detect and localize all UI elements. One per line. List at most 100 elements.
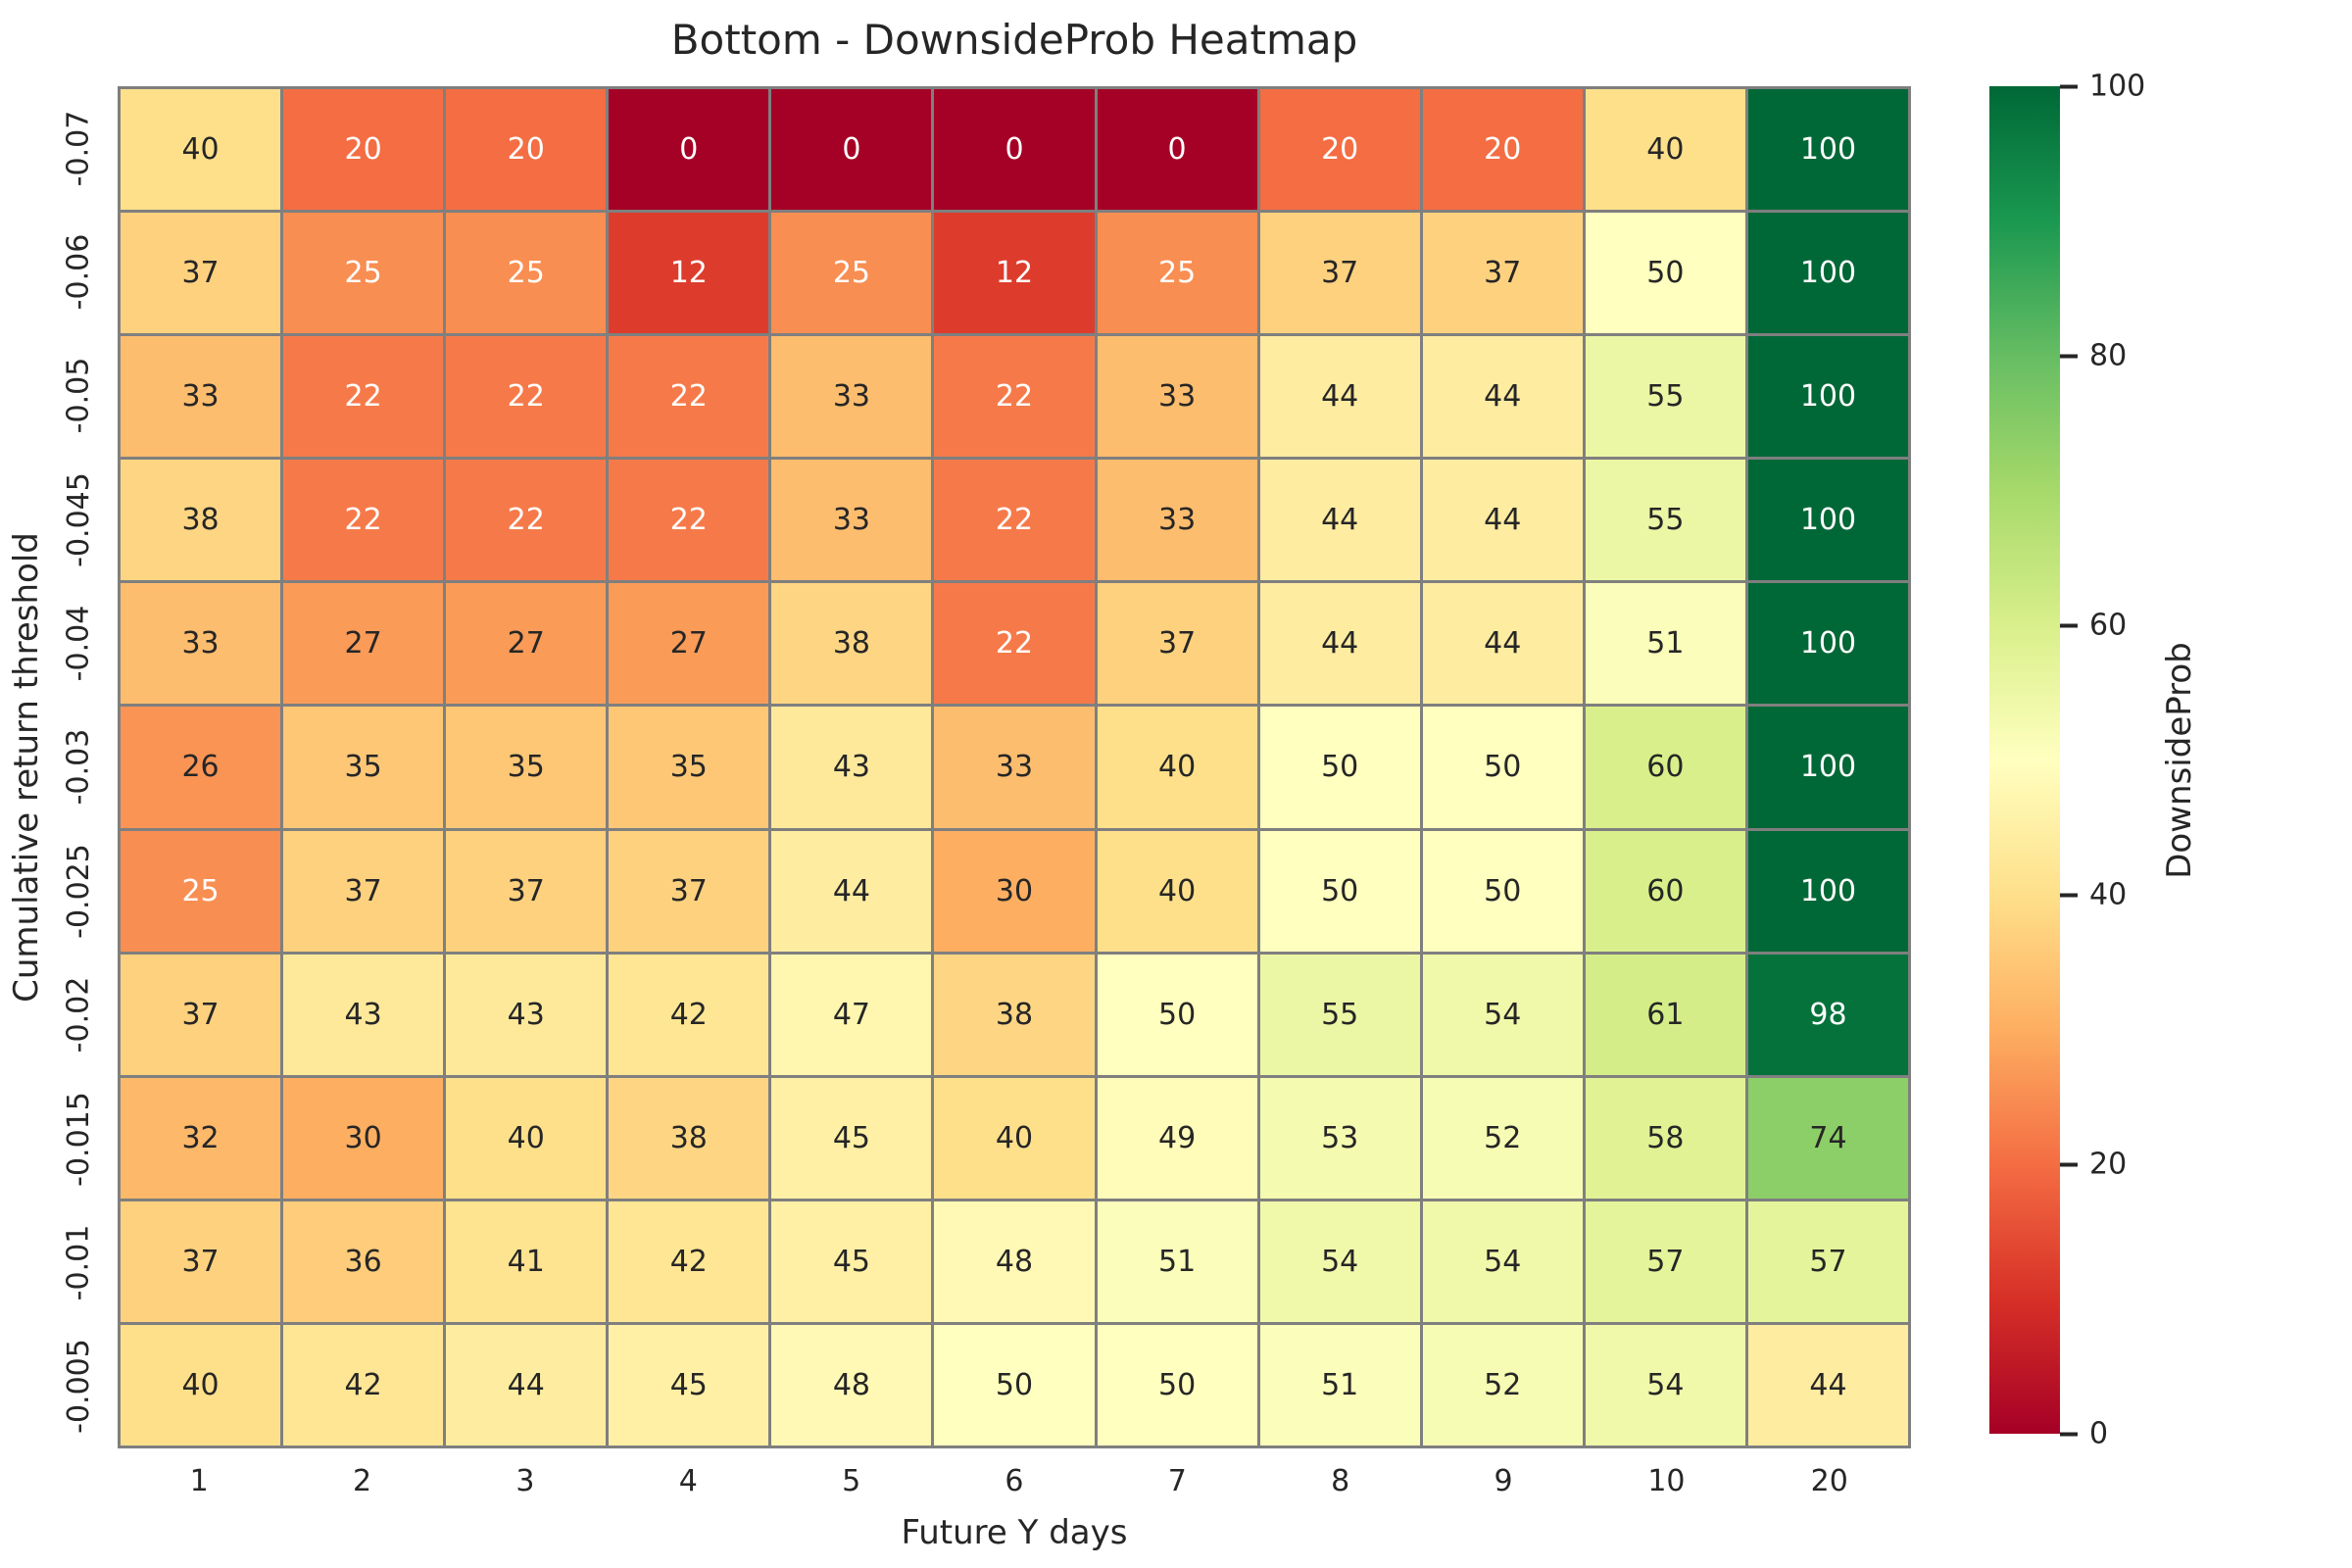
heatmap-cell: 37 [283, 830, 444, 952]
heatmap-cell: 20 [1259, 89, 1420, 211]
heatmap-cell: 25 [283, 213, 444, 334]
x-tick-label: 3 [515, 1464, 535, 1498]
heatmap-cell: 33 [1097, 460, 1257, 581]
heatmap-cell: 50 [1422, 830, 1583, 952]
heatmap-cell: 27 [283, 583, 444, 705]
heatmap-cell: 22 [934, 336, 1095, 458]
colorbar-tick-label: 0 [2089, 1416, 2109, 1451]
colorbar-tick: 0 [2060, 1417, 2108, 1451]
heatmap-cell: 0 [609, 89, 769, 211]
x-tick-label: 5 [842, 1464, 861, 1498]
heatmap-cell: 60 [1585, 830, 1745, 952]
heatmap-cell: 25 [771, 213, 932, 334]
colorbar-tick-label: 40 [2089, 877, 2128, 912]
heatmap-cell: 100 [1747, 213, 1908, 334]
colorbar-label: DownsideProb [2152, 86, 2207, 1434]
colorbar-ticks: 100 80 60 40 20 0 [2060, 70, 2178, 1451]
heatmap-cell: 36 [283, 1200, 444, 1322]
heatmap-cell: 50 [1585, 213, 1745, 334]
colorbar-tick-mark [2060, 84, 2078, 88]
heatmap-cell: 100 [1747, 830, 1908, 952]
heatmap-cell: 25 [446, 213, 607, 334]
colorbar-gradient [1989, 86, 2060, 1434]
heatmap-cell: 55 [1585, 460, 1745, 581]
heatmap-grid: 40 20 20 0 0 0 0 20 20 40 100 37 25 25 12 25 12 25 37 37 50 1… [118, 86, 1911, 1448]
heatmap-cell: 43 [771, 707, 932, 828]
heatmap-cell: 42 [283, 1324, 444, 1446]
heatmap-cell: 38 [934, 954, 1095, 1075]
colorbar-tick-label: 60 [2089, 608, 2128, 643]
heatmap-cell: 20 [1422, 89, 1583, 211]
heatmap-cell: 44 [1747, 1324, 1908, 1446]
heatmap-cell: 33 [1097, 336, 1257, 458]
heatmap-cell: 42 [609, 954, 769, 1075]
heatmap-cell: 51 [1097, 1200, 1257, 1322]
heatmap-cell: 22 [446, 336, 607, 458]
colorbar-tick: 60 [2060, 609, 2127, 643]
y-tick-label: -0.02 [61, 976, 96, 1054]
heatmap-cell: 22 [934, 460, 1095, 581]
x-tick-label: 6 [1004, 1464, 1024, 1498]
y-tick-label: -0.05 [61, 358, 96, 434]
y-tick-label: -0.005 [61, 1339, 96, 1435]
heatmap-cell: 35 [446, 707, 607, 828]
heatmap-cell: 60 [1585, 707, 1745, 828]
heatmap-cell: 58 [1585, 1077, 1745, 1199]
x-tick-label: 20 [1810, 1464, 1848, 1498]
x-tick-label: 9 [1494, 1464, 1513, 1498]
heatmap-cell: 49 [1097, 1077, 1257, 1199]
heatmap-cell: 44 [1422, 583, 1583, 705]
heatmap-cell: 37 [1259, 213, 1420, 334]
heatmap-cell: 61 [1585, 954, 1745, 1075]
colorbar-tick-label: 80 [2089, 338, 2128, 373]
heatmap-cell: 12 [609, 213, 769, 334]
heatmap-cell: 40 [121, 1324, 281, 1446]
heatmap-cell: 47 [771, 954, 932, 1075]
heatmap-cell: 43 [283, 954, 444, 1075]
heatmap-cell: 22 [609, 460, 769, 581]
heatmap-cell: 22 [609, 336, 769, 458]
heatmap-cell: 54 [1259, 1200, 1420, 1322]
heatmap-cell: 37 [121, 1200, 281, 1322]
heatmap-cell: 40 [934, 1077, 1095, 1199]
heatmap-cell: 22 [934, 583, 1095, 705]
y-tick-label: -0.01 [61, 1224, 96, 1301]
heatmap-cell: 54 [1585, 1324, 1745, 1446]
y-axis-tick-labels: -0.07 -0.06 -0.05 -0.045 -0.04 -0.03 -0.025 -0.… [47, 86, 110, 1448]
y-tick-label: -0.04 [61, 605, 96, 682]
heatmap-cell: 38 [121, 460, 281, 581]
heatmap-cell: 30 [283, 1077, 444, 1199]
heatmap-cell: 55 [1585, 336, 1745, 458]
heatmap-cell: 50 [1097, 954, 1257, 1075]
x-tick-label: 1 [189, 1464, 209, 1498]
heatmap-cell: 50 [1097, 1324, 1257, 1446]
heatmap-cell: 44 [1259, 583, 1420, 705]
heatmap-cell: 45 [609, 1324, 769, 1446]
heatmap-cell: 100 [1747, 336, 1908, 458]
heatmap-cell: 37 [1097, 583, 1257, 705]
heatmap-cell: 32 [121, 1077, 281, 1199]
heatmap-cell: 57 [1585, 1200, 1745, 1322]
heatmap-cell: 33 [121, 583, 281, 705]
heatmap-cell: 40 [446, 1077, 607, 1199]
heatmap-cell: 40 [1097, 707, 1257, 828]
colorbar-tick-mark [2060, 893, 2078, 897]
heatmap-cell: 40 [1097, 830, 1257, 952]
heatmap-cell: 42 [609, 1200, 769, 1322]
colorbar-tick-mark [2060, 623, 2078, 627]
heatmap-cell: 50 [1422, 707, 1583, 828]
heatmap-cell: 50 [1259, 707, 1420, 828]
heatmap-cell: 22 [283, 336, 444, 458]
y-axis-title: Cumulative return threshold [4, 86, 49, 1448]
heatmap-cell: 44 [1259, 336, 1420, 458]
heatmap-cell: 44 [771, 830, 932, 952]
heatmap-cell: 25 [1097, 213, 1257, 334]
heatmap-cell: 33 [771, 336, 932, 458]
heatmap-cell: 33 [934, 707, 1095, 828]
colorbar-tick-mark [2060, 1162, 2078, 1166]
heatmap-cell: 22 [446, 460, 607, 581]
colorbar-tick-mark [2060, 354, 2078, 358]
heatmap-cell: 48 [934, 1200, 1095, 1322]
heatmap-cell: 100 [1747, 460, 1908, 581]
x-tick-label: 4 [678, 1464, 698, 1498]
